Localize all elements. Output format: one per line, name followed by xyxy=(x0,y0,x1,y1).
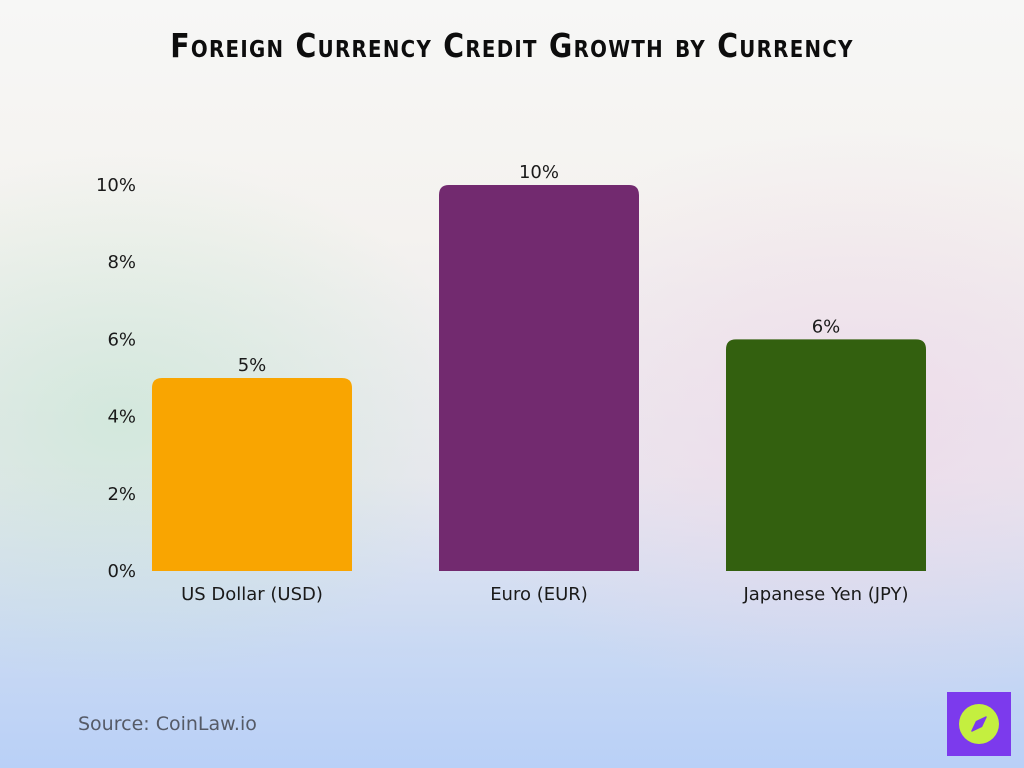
y-tick-label: 4% xyxy=(107,407,136,428)
y-tick-label: 0% xyxy=(107,561,136,582)
bar-3 xyxy=(726,339,926,571)
value-label: 6% xyxy=(812,316,841,337)
y-tick-label: 10% xyxy=(96,175,136,196)
compass-icon xyxy=(959,704,999,744)
source-note: Source: CoinLaw.io xyxy=(78,713,257,735)
category-label: US Dollar (USD) xyxy=(181,584,323,605)
bar-2 xyxy=(439,185,639,571)
chart-title: Foreign Currency Credit Growth by Curren… xyxy=(170,26,854,65)
value-label: 5% xyxy=(238,355,267,376)
y-tick-label: 2% xyxy=(107,484,136,505)
bar-1 xyxy=(152,378,352,571)
y-tick-label: 8% xyxy=(107,252,136,273)
y-tick-label: 6% xyxy=(107,329,136,350)
category-label: Euro (EUR) xyxy=(490,584,588,605)
value-label: 10% xyxy=(519,162,559,183)
brand-logo xyxy=(947,692,1011,756)
category-label: Japanese Yen (JPY) xyxy=(742,584,908,605)
